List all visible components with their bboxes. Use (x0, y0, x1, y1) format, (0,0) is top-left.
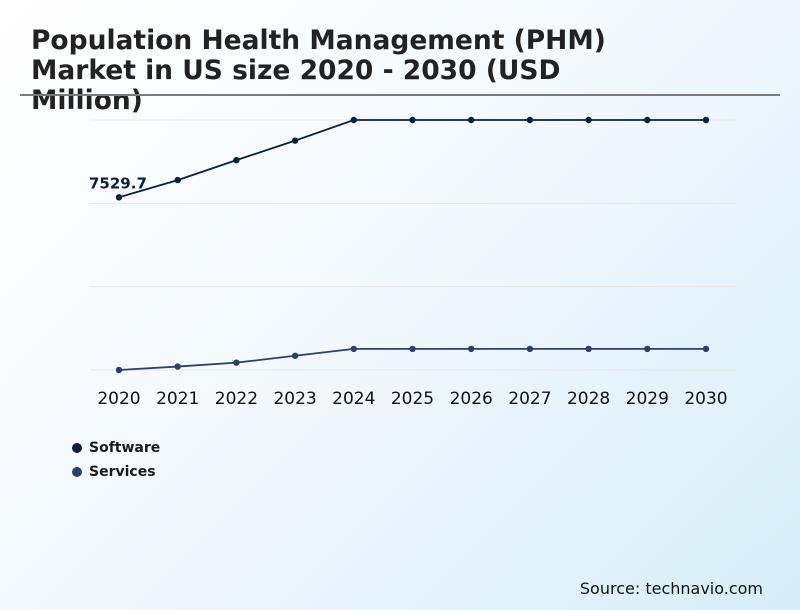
data-point-services (585, 345, 592, 353)
data-point-services (174, 363, 181, 370)
x-tick-label: 2030 (684, 389, 727, 409)
chart-title: Population Health Management (PHM) Marke… (31, 25, 606, 116)
x-tick-label: 2021 (156, 389, 199, 409)
data-point-services (702, 345, 710, 353)
data-point-software (115, 194, 123, 201)
data-point-software (585, 116, 592, 124)
x-tick-label: 2024 (332, 389, 375, 409)
data-point-services (233, 359, 240, 366)
source-note: Source: technavio.com (579, 579, 763, 598)
chart-legend: Software Services (72, 436, 160, 484)
legend-item-services: Services (72, 460, 160, 484)
data-point-software (174, 176, 181, 184)
x-tick-label: 2027 (508, 389, 551, 409)
title-divider (20, 94, 780, 96)
data-label: 7529.7 (89, 174, 147, 192)
legend-label: Software (89, 440, 161, 456)
data-point-software (291, 137, 299, 144)
x-tick-label: 2028 (567, 389, 610, 409)
data-point-software (702, 116, 710, 124)
data-point-services (350, 345, 357, 353)
data-point-software (526, 116, 534, 124)
data-point-software (644, 116, 651, 124)
x-tick-label: 2022 (215, 389, 258, 409)
x-tick-label: 2029 (626, 389, 669, 409)
data-point-software (468, 116, 475, 124)
data-point-software (409, 116, 416, 124)
data-point-services (409, 345, 416, 353)
x-tick-label: 2026 (450, 389, 493, 409)
data-point-services (644, 345, 651, 353)
data-point-services (291, 352, 299, 359)
data-point-software (233, 156, 240, 164)
legend-swatch (72, 467, 82, 477)
legend-item-software: Software (72, 436, 160, 460)
x-tick-label: 2023 (273, 389, 316, 409)
data-point-services (115, 366, 123, 374)
x-tick-label: 2020 (97, 389, 140, 409)
series-line-software (118, 119, 706, 199)
x-tick-label: 2025 (391, 389, 434, 409)
data-point-software (350, 116, 357, 124)
data-point-services (526, 345, 534, 353)
data-point-services (468, 345, 475, 353)
legend-label: Services (89, 464, 156, 480)
legend-swatch (72, 443, 82, 453)
